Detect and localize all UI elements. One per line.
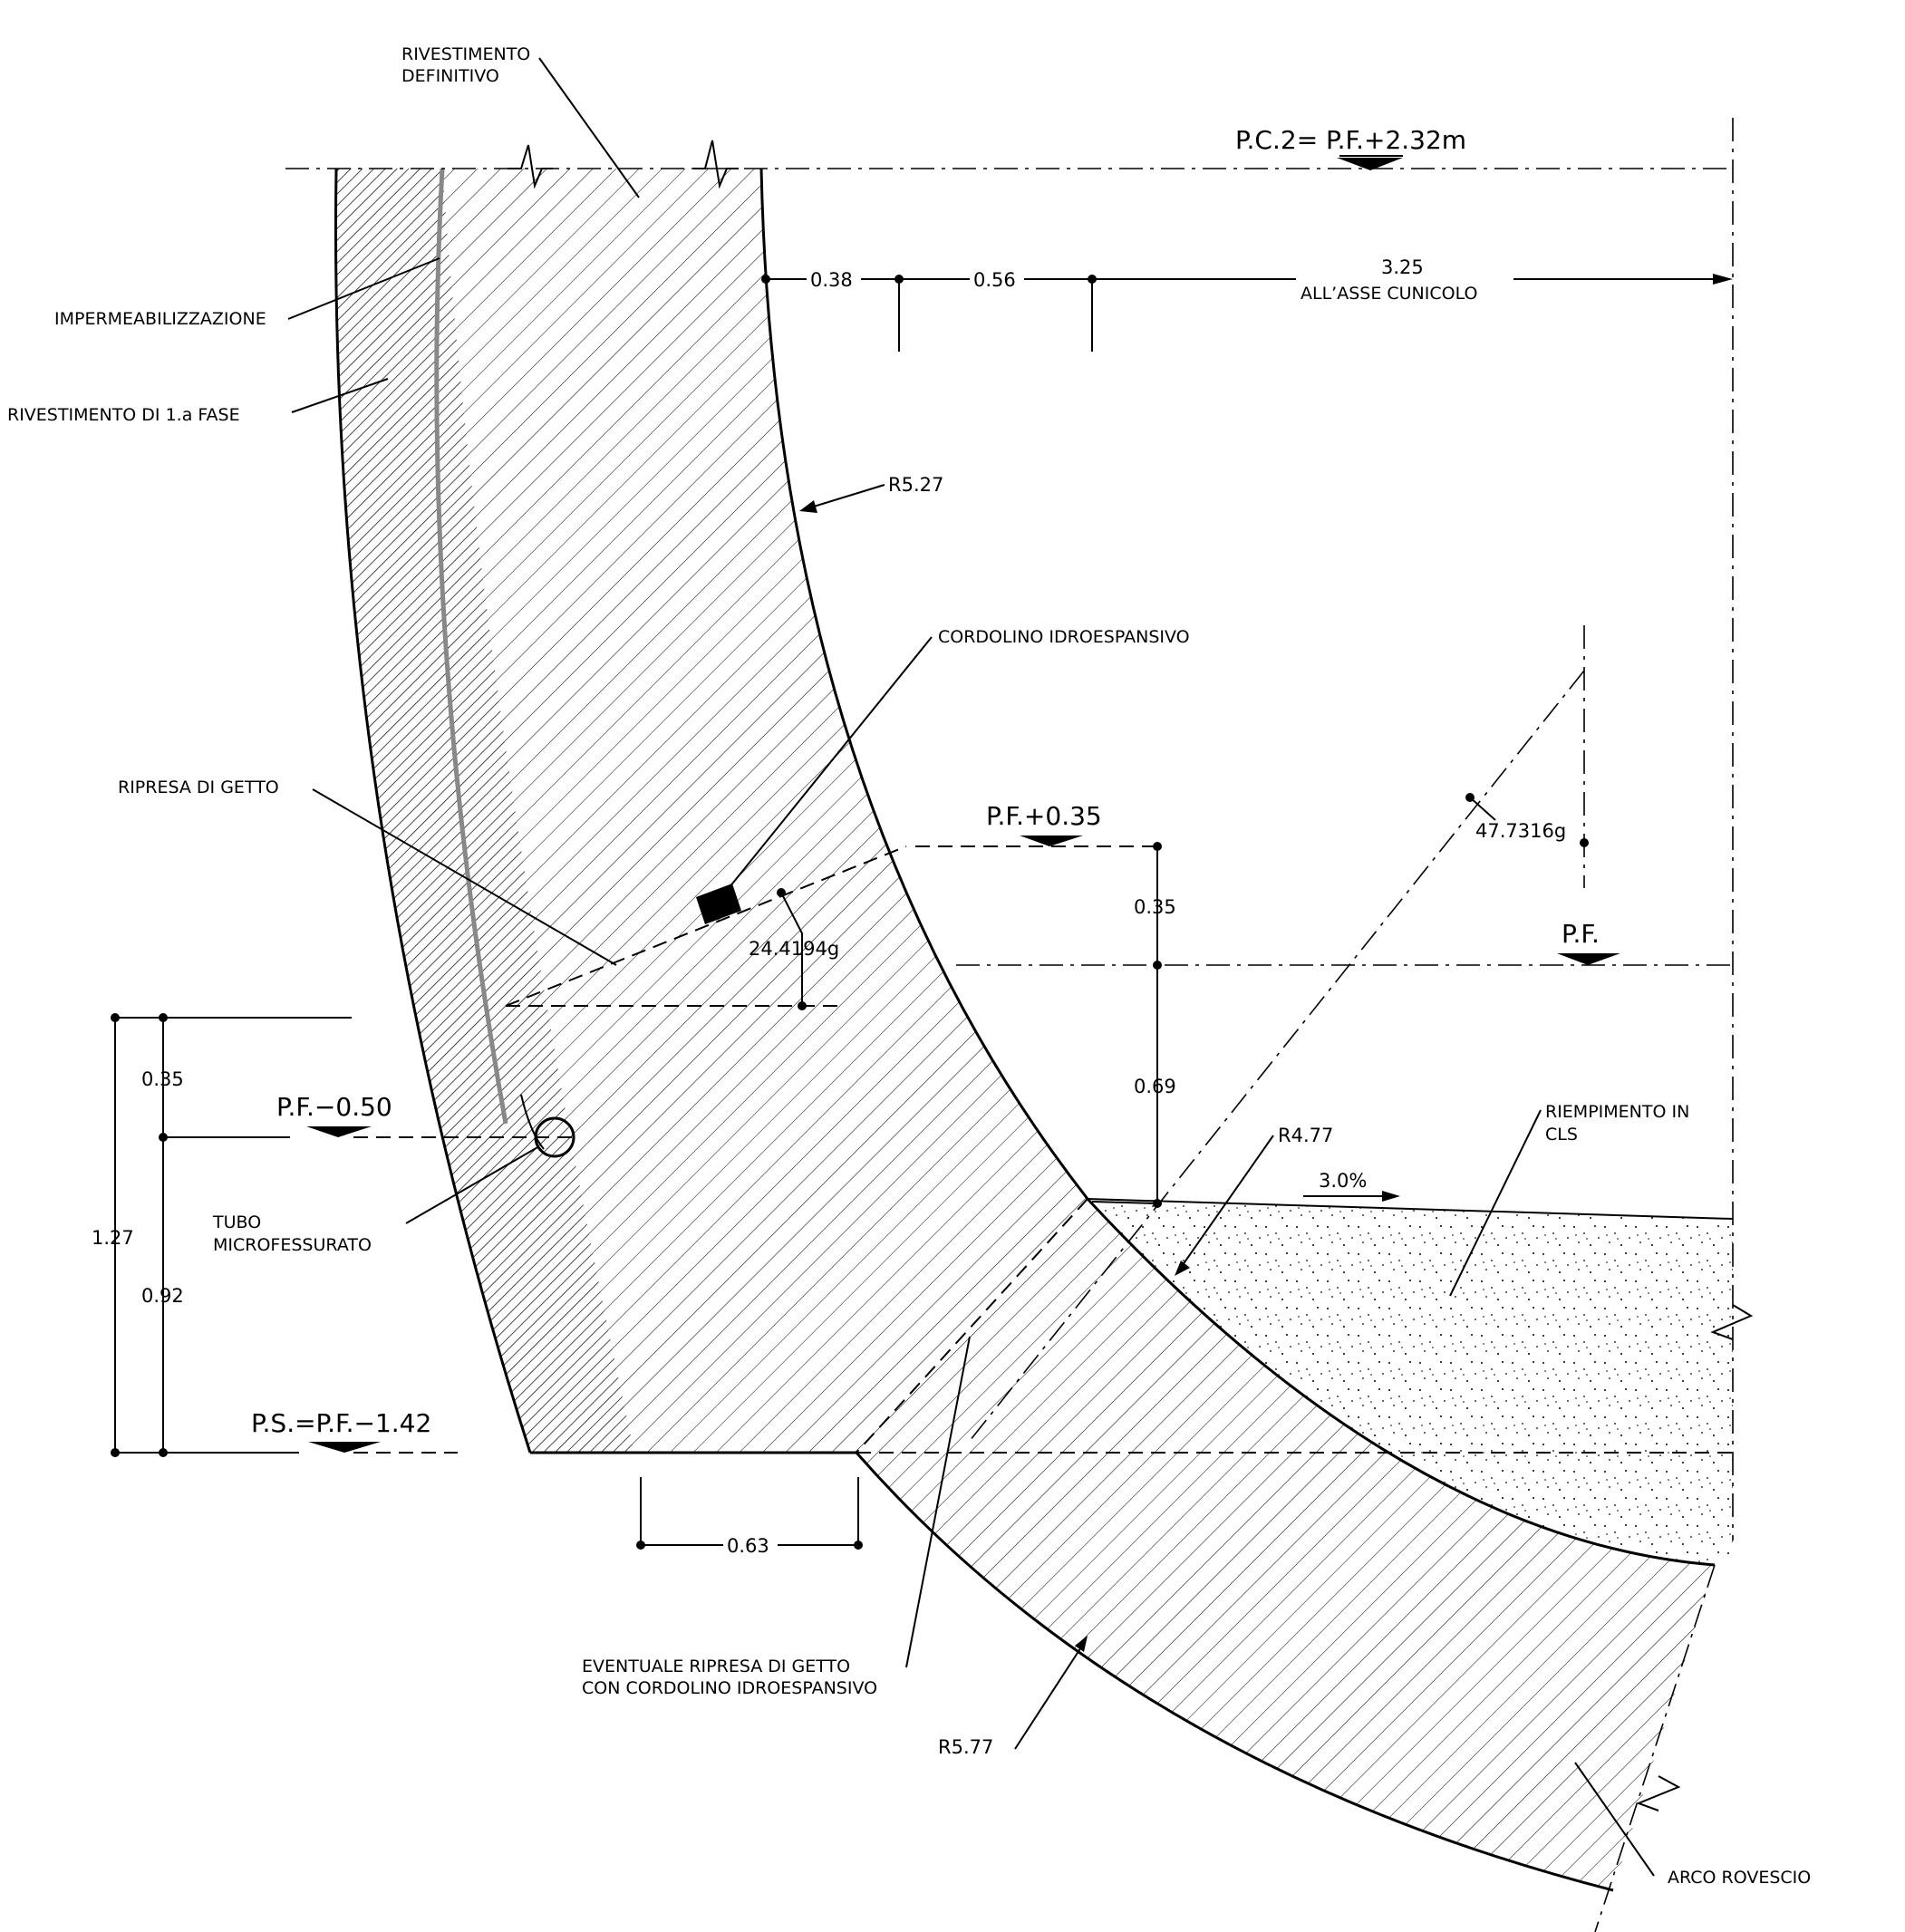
leader-riv-prima bbox=[291, 378, 389, 413]
arrow-r477 bbox=[1175, 1261, 1190, 1276]
label-riempimento-1: RIEMPIMENTO IN bbox=[1545, 1102, 1689, 1122]
level-pf: P.F. bbox=[1562, 919, 1600, 949]
dim-dot bbox=[1465, 793, 1475, 802]
dim-dot bbox=[894, 275, 904, 284]
dim-dot bbox=[159, 1448, 168, 1457]
dim-v069: 0.69 bbox=[1134, 1076, 1176, 1097]
leader-cordolino bbox=[713, 636, 933, 907]
invert-outer-arc-r577 bbox=[855, 1452, 1614, 1892]
dim-dot bbox=[1153, 961, 1162, 970]
dim-dot bbox=[777, 888, 786, 897]
dim-label-bg bbox=[723, 1534, 778, 1556]
level-symbol-pf-plus bbox=[1020, 836, 1083, 846]
label-arco-rovescio: ARCO ROVESCIO bbox=[1668, 1868, 1811, 1888]
dim-angle2: 47.7316g bbox=[1475, 820, 1566, 842]
leader-ripresa bbox=[312, 788, 617, 966]
leader-arco-rovescio bbox=[1574, 1762, 1655, 1877]
dim-label-bg bbox=[807, 267, 861, 289]
dim-top-arrow bbox=[1713, 274, 1733, 285]
label-ripresa-getto: RIPRESA DI GETTO bbox=[118, 778, 279, 797]
dim-v035: 0.35 bbox=[1134, 896, 1176, 918]
eventuale-ripresa-line bbox=[856, 1198, 1088, 1454]
dim-left-127: 1.27 bbox=[92, 1227, 134, 1249]
drain-pipe-membrane bbox=[520, 1094, 545, 1150]
dim-dot bbox=[111, 1448, 120, 1457]
leader-r527 bbox=[804, 484, 885, 510]
dim-056: 0.56 bbox=[973, 269, 1016, 291]
level-symbol-pc2 bbox=[1337, 158, 1403, 170]
label-riempimento-2: CLS bbox=[1545, 1125, 1578, 1145]
primary-lining-hatch bbox=[335, 169, 634, 1453]
dim-dot bbox=[159, 1133, 168, 1142]
angle2-leader bbox=[1469, 797, 1496, 821]
break-mark-invert-1 bbox=[1710, 1304, 1754, 1340]
dim-r577: R5.77 bbox=[938, 1736, 993, 1758]
dim-dot bbox=[636, 1541, 645, 1550]
dim-dot bbox=[159, 1013, 168, 1022]
slope-arrowhead bbox=[1382, 1191, 1400, 1202]
ripresa-getto-line bbox=[505, 845, 907, 1007]
label-cordolino: CORDOLINO IDROESPANSIVO bbox=[938, 627, 1190, 647]
label-eventuale-2: CON CORDOLINO IDROESPANSIVO bbox=[582, 1678, 877, 1698]
dim-angle1: 24.4194g bbox=[749, 938, 839, 960]
cordolino-block bbox=[696, 884, 741, 924]
dim-pf-bottom bbox=[1091, 1201, 1158, 1204]
dim-dot bbox=[1153, 842, 1162, 851]
dim-dot bbox=[111, 1013, 120, 1022]
dim-dot bbox=[798, 1001, 807, 1010]
label-riv-definitivo-1: RIVESTIMENTO bbox=[401, 44, 530, 64]
dim-038: 0.38 bbox=[810, 269, 853, 291]
dim-left-092: 0.92 bbox=[141, 1285, 184, 1307]
leader-riv-definitivo bbox=[538, 57, 640, 198]
dim-dot bbox=[761, 275, 770, 284]
level-pf-minus: P.F.−0.50 bbox=[276, 1092, 392, 1122]
angle1-leader bbox=[780, 892, 803, 1006]
waterproofing-line bbox=[434, 168, 508, 1125]
level-ps: P.S.=P.F.−1.42 bbox=[251, 1408, 431, 1438]
dim-dot bbox=[1088, 275, 1097, 284]
leader-riempimento bbox=[1449, 1109, 1542, 1297]
arrow-r527 bbox=[799, 500, 817, 513]
dim-left-035: 0.35 bbox=[141, 1068, 184, 1090]
level-symbol-pf bbox=[1557, 953, 1620, 965]
dim-325: 3.25 bbox=[1381, 256, 1424, 278]
label-eventuale-1: EVENTUALE RIPRESA DI GETTO bbox=[582, 1657, 850, 1676]
dim-r527: R5.27 bbox=[888, 474, 943, 496]
leader-r577 bbox=[1014, 1639, 1087, 1750]
level-symbol-pf-minus bbox=[306, 1126, 372, 1137]
leader-tubo bbox=[405, 1145, 540, 1224]
outer-excavation-line bbox=[334, 168, 532, 1454]
radial-axis-47 bbox=[969, 670, 1585, 1442]
dim-r477: R4.77 bbox=[1278, 1125, 1333, 1146]
arrow-r577 bbox=[1075, 1636, 1088, 1652]
break-mark-invert-2 bbox=[1636, 1775, 1681, 1811]
intrados-arc-r527 bbox=[759, 168, 1089, 1200]
label-riv-definitivo-2: DEFINITIVO bbox=[401, 66, 499, 86]
leader-impermeab bbox=[287, 257, 440, 320]
label-tubo-2: MICROFESSURATO bbox=[213, 1235, 372, 1255]
dim-063: 0.63 bbox=[727, 1535, 769, 1557]
fill-top-line bbox=[1087, 1198, 1734, 1220]
axis-vertical-low bbox=[1594, 1564, 1716, 1932]
final-lining-hatch bbox=[442, 169, 1715, 1890]
dim-slope: 3.0% bbox=[1319, 1170, 1367, 1192]
level-pf-plus: P.F.+0.35 bbox=[986, 801, 1102, 831]
invert-inner-arc-r477 bbox=[1086, 1197, 1716, 1567]
dim-dot bbox=[1580, 838, 1589, 847]
fill-concrete-stipple bbox=[1088, 1199, 1733, 1565]
dim-label-bg bbox=[970, 267, 1024, 289]
dim-asse-cunicolo: ALL’ASSE CUNICOLO bbox=[1301, 284, 1477, 304]
label-impermeabilizzazione: IMPERMEABILIZZAZIONE bbox=[54, 309, 266, 329]
dim-label-bg bbox=[1296, 267, 1513, 289]
label-tubo-1: TUBO bbox=[212, 1212, 261, 1232]
leader-r477 bbox=[1177, 1135, 1274, 1272]
label-riv-prima-fase: RIVESTIMENTO DI 1.a FASE bbox=[7, 405, 240, 425]
level-symbol-ps bbox=[308, 1442, 381, 1453]
level-pc2: P.C.2= P.F.+2.32m bbox=[1235, 125, 1466, 155]
leader-eventuale bbox=[905, 1336, 971, 1668]
dim-dot bbox=[854, 1541, 863, 1550]
